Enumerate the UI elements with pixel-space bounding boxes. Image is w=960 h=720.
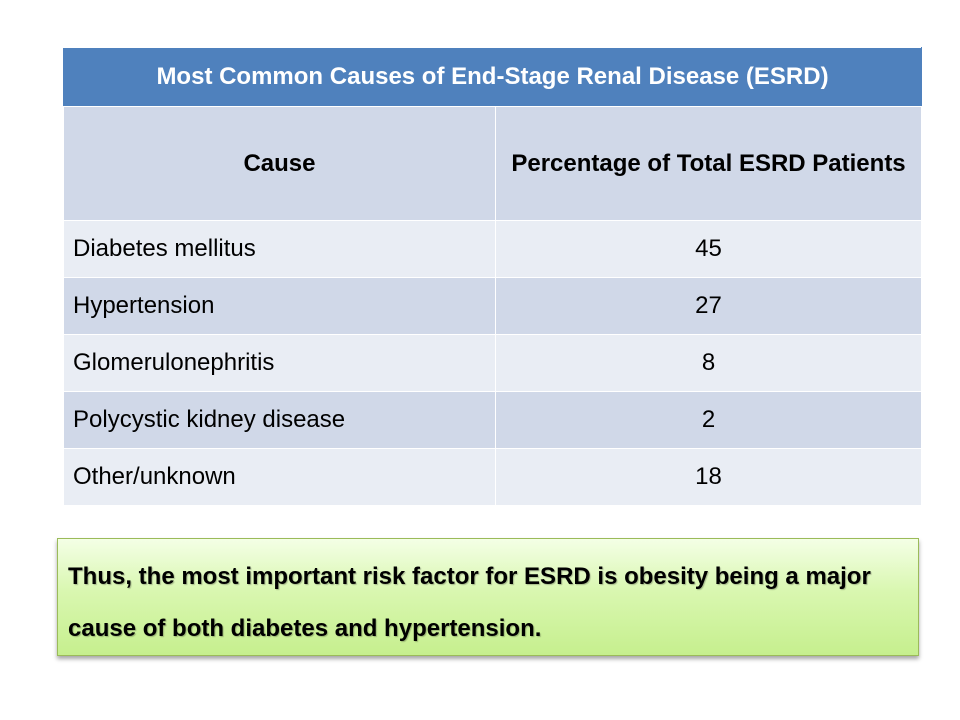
table-row: Hypertension 27 xyxy=(63,277,923,335)
conclusion-text: Thus, the most important risk factor for… xyxy=(68,563,871,642)
cause-cell: Polycystic kidney disease xyxy=(63,391,496,449)
column-header-cause: Cause xyxy=(63,106,496,221)
percentage-cell: 27 xyxy=(494,277,923,335)
table-row: Glomerulonephritis 8 xyxy=(63,334,923,392)
table-row: Polycystic kidney disease 2 xyxy=(63,391,923,449)
conclusion-note: Thus, the most important risk factor for… xyxy=(57,538,919,656)
cause-cell: Other/unknown xyxy=(63,448,496,506)
cause-cell: Glomerulonephritis xyxy=(63,334,496,392)
percentage-cell: 18 xyxy=(494,448,923,506)
column-header-percentage: Percentage of Total ESRD Patients xyxy=(494,106,923,221)
table-row: Other/unknown 18 xyxy=(63,448,923,506)
percentage-cell: 45 xyxy=(494,220,923,278)
cause-cell: Hypertension xyxy=(63,277,496,335)
percentage-cell: 2 xyxy=(494,391,923,449)
cause-cell: Diabetes mellitus xyxy=(63,220,496,278)
table-title-row: Most Common Causes of End-Stage Renal Di… xyxy=(62,47,923,107)
table-row: Diabetes mellitus 45 xyxy=(63,220,923,278)
percentage-cell: 8 xyxy=(494,334,923,392)
table-header-row: Cause Percentage of Total ESRD Patients xyxy=(63,106,923,221)
esrd-causes-table: Most Common Causes of End-Stage Renal Di… xyxy=(62,47,923,506)
table-title: Most Common Causes of End-Stage Renal Di… xyxy=(62,47,923,107)
